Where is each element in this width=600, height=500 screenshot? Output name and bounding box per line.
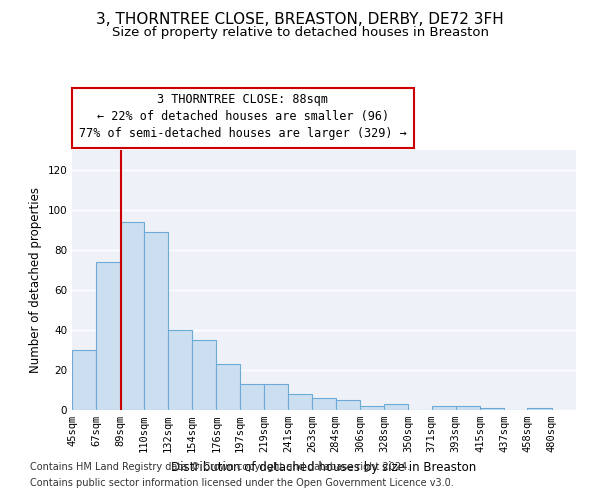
Bar xyxy=(288,394,313,410)
Bar xyxy=(168,330,192,410)
Bar xyxy=(360,406,384,410)
Bar xyxy=(121,222,143,410)
X-axis label: Distribution of detached houses by size in Breaston: Distribution of detached houses by size … xyxy=(172,460,476,473)
Text: 77% of semi-detached houses are larger (329) →: 77% of semi-detached houses are larger (… xyxy=(79,127,407,140)
Bar xyxy=(431,406,456,410)
Text: Size of property relative to detached houses in Breaston: Size of property relative to detached ho… xyxy=(112,26,488,39)
Bar xyxy=(456,406,480,410)
Text: Contains public sector information licensed under the Open Government Licence v3: Contains public sector information licen… xyxy=(30,478,454,488)
Text: Contains HM Land Registry data © Crown copyright and database right 2024.: Contains HM Land Registry data © Crown c… xyxy=(30,462,410,472)
Bar xyxy=(480,408,505,410)
Text: 3, THORNTREE CLOSE, BREASTON, DERBY, DE72 3FH: 3, THORNTREE CLOSE, BREASTON, DERBY, DE7… xyxy=(96,12,504,28)
Bar xyxy=(192,340,217,410)
Text: ← 22% of detached houses are smaller (96): ← 22% of detached houses are smaller (96… xyxy=(97,110,389,122)
Y-axis label: Number of detached properties: Number of detached properties xyxy=(29,187,42,373)
Bar xyxy=(264,384,288,410)
Bar xyxy=(143,232,168,410)
Text: 3 THORNTREE CLOSE: 88sqm: 3 THORNTREE CLOSE: 88sqm xyxy=(157,92,329,106)
Bar xyxy=(72,350,96,410)
Bar xyxy=(335,400,360,410)
Bar xyxy=(527,408,552,410)
Bar xyxy=(384,404,409,410)
Bar xyxy=(239,384,264,410)
Bar xyxy=(217,364,239,410)
Bar xyxy=(96,262,121,410)
Bar xyxy=(313,398,335,410)
